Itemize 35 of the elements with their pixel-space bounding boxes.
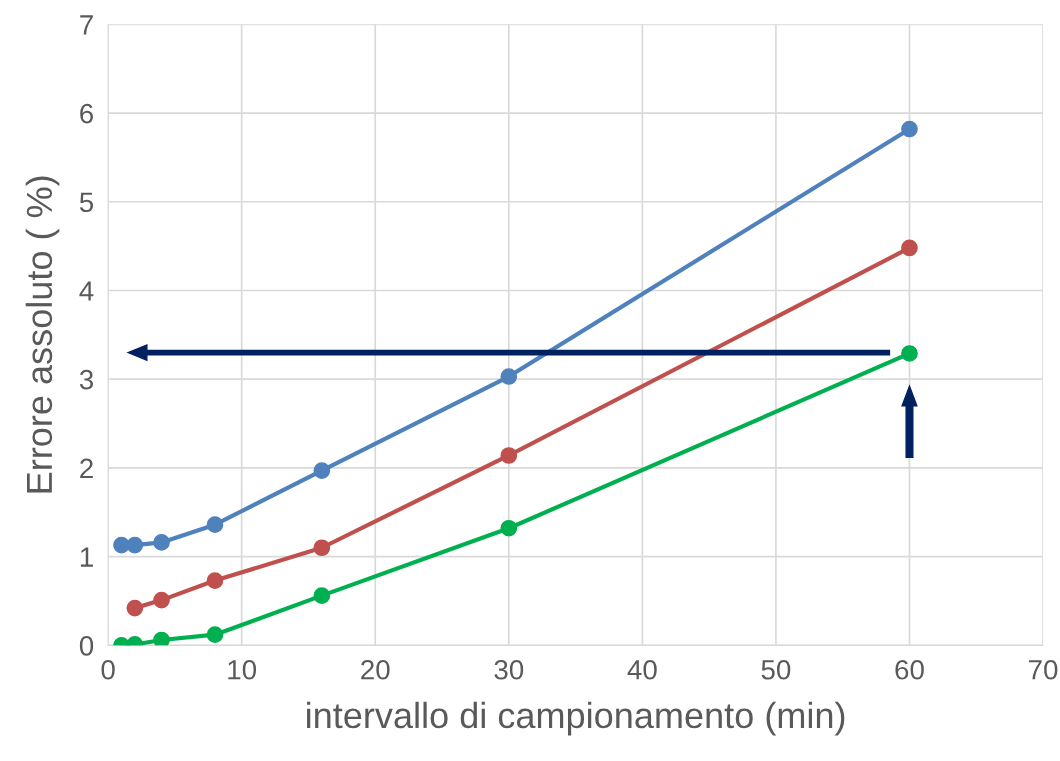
point (206, 626, 224, 644)
point (901, 239, 918, 257)
point (126, 536, 144, 554)
point (313, 539, 331, 557)
y-tick-label: 0 (79, 636, 94, 656)
x-tick-label: 70 (1029, 659, 1058, 680)
x-tick-label: 0 (101, 659, 115, 680)
point (901, 120, 918, 138)
y-tick-label: 7 (80, 15, 93, 35)
point (500, 447, 518, 464)
point (153, 631, 170, 646)
point (313, 587, 331, 604)
y-tick-label: 3 (79, 369, 94, 390)
x-tick-label: 10 (228, 659, 257, 680)
point (126, 599, 144, 617)
point (500, 519, 518, 537)
x-tick-label: 40 (627, 659, 657, 680)
point (206, 572, 224, 589)
y-tick-label: 6 (80, 103, 94, 124)
y-tick-label: 2 (80, 458, 93, 478)
x-tick-label: 30 (494, 659, 524, 680)
x-axis-title: intervallo di campionamento (min) (307, 701, 845, 736)
point (901, 345, 918, 362)
point (206, 516, 224, 534)
y-tick-label: 4 (79, 281, 94, 301)
y-tick-label: 1 (80, 547, 93, 567)
y-tick-label: 5 (79, 192, 94, 213)
x-tick-label: 50 (761, 659, 791, 680)
x-tick-label: 60 (895, 659, 924, 680)
x-tick-label: 20 (361, 659, 390, 680)
y-axis-title: Errore assoluto ( %) (25, 176, 60, 493)
point (153, 534, 170, 551)
point (313, 462, 331, 479)
point (500, 368, 518, 385)
point (153, 591, 170, 609)
